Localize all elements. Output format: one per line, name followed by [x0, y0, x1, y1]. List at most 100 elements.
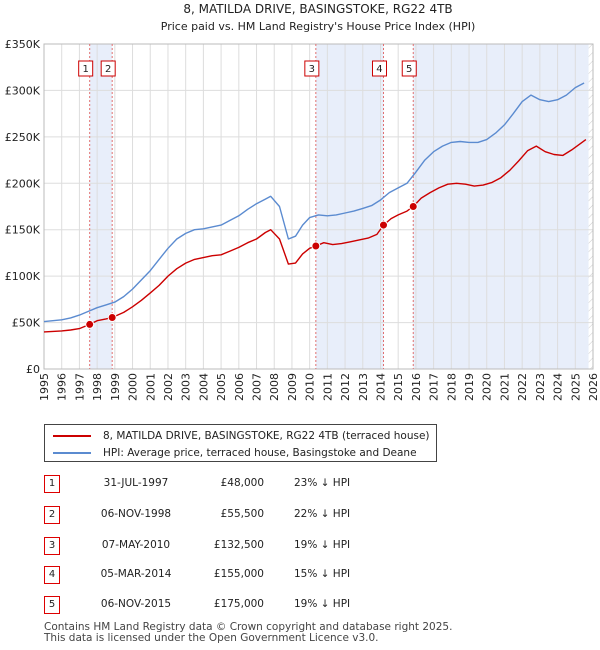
sale-date: 06-NOV-2015: [100, 598, 172, 610]
x-tick-label: 2007: [251, 373, 264, 401]
sale-number-badge: 2: [44, 506, 60, 524]
sale-price: £175,000: [213, 598, 264, 610]
footer-attribution: Contains HM Land Registry data © Crown c…: [44, 622, 452, 644]
x-tick-label: 2024: [552, 373, 565, 401]
sale-label-number: 5: [406, 64, 412, 75]
sale-point: [378, 220, 388, 230]
legend-label: HPI: Average price, terraced house, Basi…: [103, 447, 417, 459]
x-tick-label: 2005: [215, 373, 228, 401]
y-tick-label: £350K: [5, 38, 41, 51]
sale-price: £155,000: [213, 568, 264, 580]
sale-label-number: 2: [105, 64, 111, 75]
table-row: 2 06-NOV-1998 £55,500 22% ↓ HPI: [44, 506, 464, 524]
x-tick-label: 2013: [357, 373, 370, 401]
table-row: 1 31-JUL-1997 £48,000 23% ↓ HPI: [44, 475, 464, 493]
table-row: 4 05-MAR-2014 £155,000 15% ↓ HPI: [44, 566, 464, 584]
sale-label-number: 4: [376, 64, 382, 75]
y-tick-label: £50K: [12, 317, 41, 330]
sale-number-badge: 1: [44, 475, 60, 493]
chart-subtitle: Price paid vs. HM Land Registry's House …: [161, 20, 476, 33]
y-tick-label: £200K: [5, 177, 41, 190]
x-tick-label: 1999: [109, 373, 122, 401]
x-tick-label: 2022: [516, 373, 529, 401]
sale-point: [85, 319, 95, 329]
sale-number-badge: 3: [44, 537, 60, 555]
table-row: 5 06-NOV-2015 £175,000 19% ↓ HPI: [44, 596, 464, 614]
sale-point: [107, 312, 117, 322]
sale-label-number: 3: [309, 64, 315, 75]
x-tick-label: 1997: [73, 373, 86, 401]
legend-swatch-red: [53, 435, 91, 437]
footer-line: Contains HM Land Registry data © Crown c…: [44, 621, 453, 633]
x-tick-label: 2021: [498, 373, 511, 401]
sale-label-box: [304, 60, 320, 77]
sale-hpi-diff: 23% ↓ HPI: [294, 477, 351, 489]
sale-label-box: [371, 60, 387, 77]
x-tick-label: 2017: [428, 373, 441, 401]
y-tick-label: £100K: [5, 270, 41, 283]
sale-number-badge: 5: [44, 596, 60, 614]
footer-line: This data is licensed under the Open Gov…: [44, 632, 379, 644]
sale-label-box: [401, 60, 417, 77]
x-tick-label: 2006: [233, 373, 246, 401]
ownership-band: [413, 44, 589, 369]
sale-date: 07-MAY-2010: [101, 539, 171, 551]
sale-label: 3: [304, 60, 320, 77]
sale-hpi-diff: 19% ↓ HPI: [294, 598, 351, 610]
x-tick-label: 2014: [374, 373, 387, 401]
sale-price: £48,000: [220, 477, 264, 489]
price-chart: 8, MATILDA DRIVE, BASINGSTOKE, RG22 4TB …: [5, 2, 600, 401]
sale-point: [311, 241, 321, 251]
x-tick-label: 1996: [56, 373, 69, 401]
x-tick-label: 2025: [569, 373, 582, 401]
ownership-band: [89, 44, 113, 369]
sale-label-box: [78, 60, 94, 77]
sale-label-box: [100, 60, 116, 77]
x-tick-label: 1995: [38, 373, 51, 401]
legend: 8, MATILDA DRIVE, BASINGSTOKE, RG22 4TB …: [44, 424, 437, 462]
plot-border: [43, 43, 594, 370]
sale-date: 31-JUL-1997: [103, 477, 169, 489]
x-tick-label: 2000: [127, 373, 140, 401]
sale-date: 05-MAR-2014: [100, 568, 172, 580]
x-tick-label: 2009: [286, 373, 299, 401]
legend-swatch-blue: [53, 452, 91, 454]
x-tick-label: 2003: [180, 373, 193, 401]
x-tick-label: 2019: [463, 373, 476, 401]
sale-price: £55,500: [220, 508, 264, 520]
x-tick-label: 2020: [481, 373, 494, 401]
sale-point: [408, 202, 418, 211]
x-tick-label: 2026: [587, 373, 600, 401]
y-tick-label: £150K: [5, 224, 41, 237]
forecast-hatch: [588, 44, 593, 369]
sale-number-badge: 4: [44, 566, 60, 584]
x-tick-label: 2004: [197, 373, 210, 401]
x-tick-label: 2015: [392, 373, 405, 401]
y-tick-label: £250K: [5, 131, 41, 144]
legend-item-price-paid: 8, MATILDA DRIVE, BASINGSTOKE, RG22 4TB …: [53, 428, 430, 444]
x-tick-label: 2012: [339, 373, 352, 401]
sale-hpi-diff: 19% ↓ HPI: [294, 539, 351, 551]
chart-title: 8, MATILDA DRIVE, BASINGSTOKE, RG22 4TB: [183, 2, 452, 16]
x-tick-label: 2001: [144, 373, 157, 401]
y-tick-label: £0: [26, 363, 40, 376]
sale-label: 1: [78, 60, 94, 77]
x-tick-label: 1998: [91, 373, 104, 401]
x-tick-label: 2011: [321, 373, 334, 401]
x-tick-label: 2018: [445, 373, 458, 401]
sale-hpi-diff: 22% ↓ HPI: [294, 508, 351, 520]
x-tick-label: 2002: [162, 373, 175, 401]
sale-label-number: 1: [83, 64, 89, 75]
sale-price: £132,500: [213, 539, 264, 551]
table-row: 3 07-MAY-2010 £132,500 19% ↓ HPI: [44, 537, 464, 555]
y-tick-label: £300K: [5, 84, 41, 97]
sale-hpi-diff: 15% ↓ HPI: [294, 568, 351, 580]
sale-label: 5: [401, 60, 417, 77]
hpi-line: [43, 82, 585, 323]
x-tick-label: 2008: [268, 373, 281, 401]
x-tick-label: 2016: [410, 373, 423, 401]
legend-item-hpi: HPI: Average price, terraced house, Basi…: [53, 445, 417, 461]
sale-date: 06-NOV-1998: [100, 508, 172, 520]
x-tick-label: 2023: [534, 373, 547, 401]
sale-label: 4: [371, 60, 387, 77]
